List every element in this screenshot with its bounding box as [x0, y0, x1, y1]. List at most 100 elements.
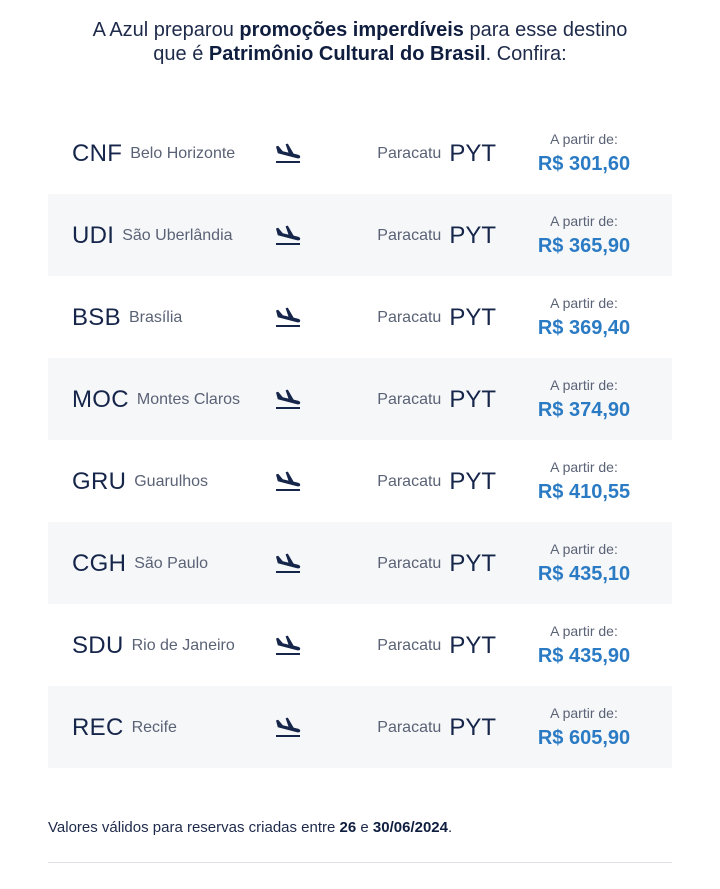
origin: REC Recife — [72, 714, 177, 742]
origin-code: SDU — [72, 632, 124, 659]
price-label: A partir de: — [550, 623, 618, 639]
route-row[interactable]: CGH São Paulo Paracatu PYT A partir de: R$… — [48, 522, 672, 604]
price-value[interactable]: R$ 435,90 — [537, 645, 631, 667]
price-label: A partir de: — [550, 705, 618, 721]
destination-code: PYT — [449, 222, 496, 249]
destination: Paracatu PYT — [377, 550, 496, 578]
price-box: A partir de: R$ 410,55 — [518, 458, 650, 504]
destination: Paracatu PYT — [377, 140, 496, 168]
destination: Paracatu PYT — [377, 304, 496, 332]
price-value[interactable]: R$ 301,60 — [537, 153, 631, 175]
price-value[interactable]: R$ 435,10 — [537, 563, 631, 585]
destination: Paracatu PYT — [377, 714, 496, 742]
destination-city: Paracatu — [377, 473, 442, 490]
price-value[interactable]: R$ 369,40 — [537, 317, 631, 339]
plane-landing-icon — [276, 307, 301, 327]
origin-city: Guarulhos — [134, 473, 209, 490]
price-box: A partir de: R$ 369,40 — [518, 294, 650, 340]
price-value[interactable]: R$ 365,90 — [537, 235, 631, 257]
origin-code: UDI — [72, 222, 115, 249]
destination-code: PYT — [449, 468, 496, 495]
price-label: A partir de: — [550, 541, 618, 557]
price-label: A partir de: — [550, 377, 618, 393]
validity-end-date: 30/06/2024 — [372, 819, 448, 836]
origin: CNF Belo Horizonte — [72, 140, 235, 168]
price-value[interactable]: R$ 410,55 — [537, 481, 631, 503]
destination: Paracatu PYT — [377, 632, 496, 660]
intro-line-2: que é Patrimônio Cultural do Brasil. Con… — [0, 42, 720, 66]
route-row[interactable]: MOC Montes Claros Paracatu PYT A partir de… — [48, 358, 672, 440]
intro-line-1: A Azul preparou promoções imperdíveis pa… — [0, 18, 720, 42]
destination-city: Paracatu — [377, 555, 442, 572]
intro-highlight-patrimonio: Patrimônio Cultural do Brasil — [208, 43, 486, 65]
destination-city: Paracatu — [377, 309, 442, 326]
price-label: A partir de: — [550, 213, 618, 229]
origin-city: Rio de Janeiro — [131, 637, 235, 654]
route-row[interactable]: SDU Rio de Janeiro Paracatu PYT A partir d… — [48, 604, 672, 686]
validity-text: e — [356, 819, 373, 836]
route-row[interactable]: CNF Belo Horizonte Paracatu PYT A partir d… — [48, 112, 672, 194]
price-box: A partir de: R$ 435,10 — [518, 540, 650, 586]
validity-text: . — [447, 819, 453, 836]
destination-code: PYT — [449, 632, 496, 659]
origin-code: CNF — [72, 140, 123, 167]
origin: MOC Montes Claros — [72, 386, 240, 414]
origin: GRU Guarulhos — [72, 468, 208, 496]
destination-code: PYT — [449, 550, 496, 577]
intro-text-part: A Azul preparou — [92, 19, 240, 41]
destination: Paracatu PYT — [377, 222, 496, 250]
plane-landing-icon — [276, 553, 301, 573]
plane-landing-icon — [276, 389, 301, 409]
price-value[interactable]: R$ 374,90 — [537, 399, 631, 421]
origin-city: Montes Claros — [136, 391, 241, 408]
route-list: CNF Belo Horizonte Paracatu PYT A partir d… — [48, 112, 672, 768]
plane-landing-icon — [276, 471, 301, 491]
origin-city: São Paulo — [134, 555, 209, 572]
price-value[interactable]: R$ 605,90 — [537, 727, 631, 749]
price-box: A partir de: R$ 374,90 — [518, 376, 650, 422]
origin: BSB Brasília — [72, 304, 182, 332]
destination-city: Paracatu — [377, 637, 442, 654]
destination-city: Paracatu — [377, 227, 442, 244]
destination-city: Paracatu — [377, 719, 442, 736]
destination-city: Paracatu — [377, 391, 442, 408]
origin-code: MOC — [72, 386, 129, 413]
route-row[interactable]: UDI São Uberlândia Paracatu PYT A partir d… — [48, 194, 672, 276]
plane-landing-icon — [276, 143, 301, 163]
price-label: A partir de: — [550, 295, 618, 311]
price-box: A partir de: R$ 301,60 — [518, 130, 650, 176]
route-row[interactable]: BSB Brasília Paracatu PYT A partir de: R$ … — [48, 276, 672, 358]
origin-city: Brasília — [128, 309, 183, 326]
origin: SDU Rio de Janeiro — [72, 632, 235, 660]
origin-code: BSB — [72, 304, 121, 331]
destination-city: Paracatu — [377, 145, 442, 162]
route-row[interactable]: GRU Guarulhos Paracatu PYT A partir de: R$… — [48, 440, 672, 522]
route-row[interactable]: REC Recife Paracatu PYT A partir de: R$ 60… — [48, 686, 672, 768]
footer-divider — [48, 862, 672, 863]
intro-text-part: para esse destino — [463, 19, 628, 41]
origin-code: CGH — [72, 550, 127, 577]
validity-start-day: 26 — [339, 819, 357, 836]
intro-text-part: . Confira: — [485, 43, 567, 65]
origin-city: Belo Horizonte — [130, 145, 236, 162]
plane-landing-icon — [276, 635, 301, 655]
destination: Paracatu PYT — [377, 468, 496, 496]
origin-code: REC — [72, 714, 124, 741]
origin-city: Recife — [131, 719, 177, 736]
intro-text: A Azul preparou promoções imperdíveis pa… — [0, 18, 720, 66]
destination: Paracatu PYT — [377, 386, 496, 414]
destination-code: PYT — [449, 304, 496, 331]
price-box: A partir de: R$ 365,90 — [518, 212, 650, 258]
destination-code: PYT — [449, 714, 496, 741]
price-box: A partir de: R$ 605,90 — [518, 704, 650, 750]
plane-landing-icon — [276, 225, 301, 245]
validity-text: Valores válidos para reservas criadas en… — [48, 819, 340, 836]
destination-code: PYT — [449, 140, 496, 167]
destination-code: PYT — [449, 386, 496, 413]
plane-landing-icon — [276, 717, 301, 737]
origin-city: São Uberlândia — [122, 227, 233, 244]
origin-code: GRU — [72, 468, 127, 495]
origin: UDI São Uberlândia — [72, 222, 233, 250]
intro-highlight-promocoes: promoções imperdíveis — [239, 19, 464, 41]
price-box: A partir de: R$ 435,90 — [518, 622, 650, 668]
